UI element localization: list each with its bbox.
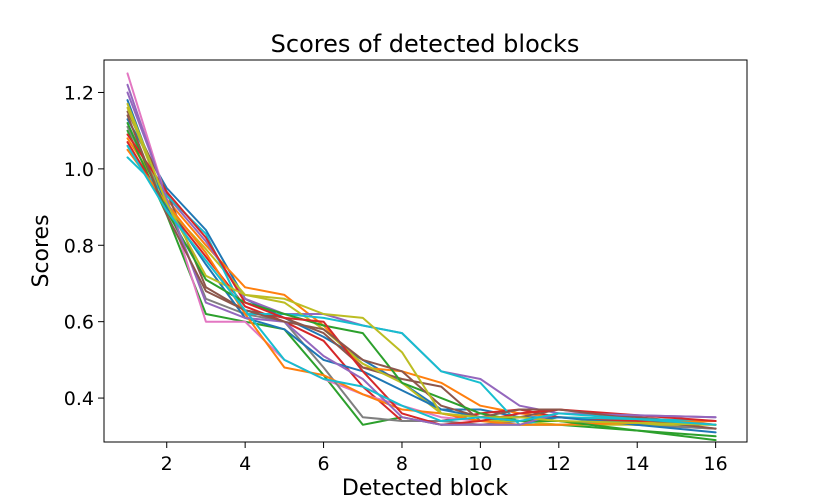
- x-tick-label: 4: [239, 453, 251, 475]
- series-line-10: [126, 156, 717, 426]
- series-line-18: [126, 144, 717, 426]
- series-line-7: [126, 72, 717, 430]
- x-tick-label: 2: [161, 453, 173, 475]
- x-tick-label: 6: [318, 453, 330, 475]
- y-tick-label: 1.0: [64, 159, 94, 181]
- series-layer: [126, 72, 717, 442]
- y-tick-label: 0.4: [64, 388, 94, 410]
- y-axis-label: Scores: [29, 214, 54, 287]
- y-tick-label: 1.2: [64, 82, 94, 104]
- series-line-14: [126, 133, 717, 426]
- x-tick-label: 14: [625, 453, 649, 475]
- series-line-17: [126, 102, 717, 426]
- chart-title: Scores of detected blocks: [271, 30, 580, 58]
- plot-frame: [103, 59, 748, 443]
- x-axis-label: Detected block: [342, 476, 508, 498]
- x-tick-label: 12: [547, 453, 571, 475]
- series-line-15: [126, 83, 717, 426]
- x-tick-label: 10: [468, 453, 492, 475]
- x-tick-label: 16: [704, 453, 728, 475]
- x-tick-label: 8: [396, 453, 408, 475]
- ticks-layer: 2 4 6 8 10 12 14 16 0.4 0.6 0.8 1.0 1.2: [64, 82, 728, 475]
- y-tick-label: 0.8: [64, 235, 94, 257]
- series-line-16: [126, 114, 717, 430]
- y-tick-label: 0.6: [64, 312, 94, 334]
